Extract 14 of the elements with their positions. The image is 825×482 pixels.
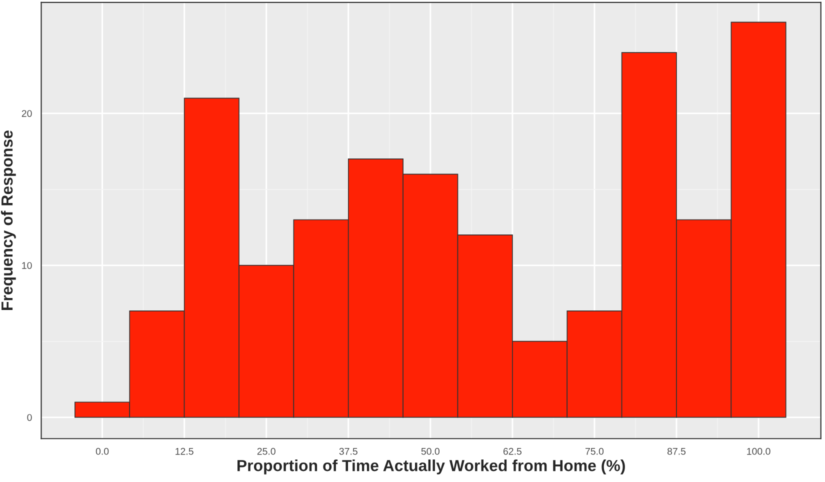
y-tick-label: 20 xyxy=(22,110,32,117)
x-tick-label: 87.5 xyxy=(667,448,686,455)
x-tick-label: 62.5 xyxy=(503,448,522,455)
x-tick-label: 75.0 xyxy=(586,448,604,455)
x-tick-label: 0.0 xyxy=(96,448,109,455)
x-tick-label: 12.5 xyxy=(176,448,194,455)
y-tick-label: 0 xyxy=(27,414,32,421)
x-tick-label: 25.0 xyxy=(257,448,276,455)
x-axis-title: Proportion of Time Actually Worked from Home (%) xyxy=(237,459,625,474)
y-tick-label: 10 xyxy=(22,262,32,269)
x-tick-label: 37.5 xyxy=(339,448,358,455)
x-tick-label: 50.0 xyxy=(421,448,440,455)
y-axis-title: Frequency of Response xyxy=(0,130,16,310)
x-tick-label: 100.0 xyxy=(747,448,770,455)
